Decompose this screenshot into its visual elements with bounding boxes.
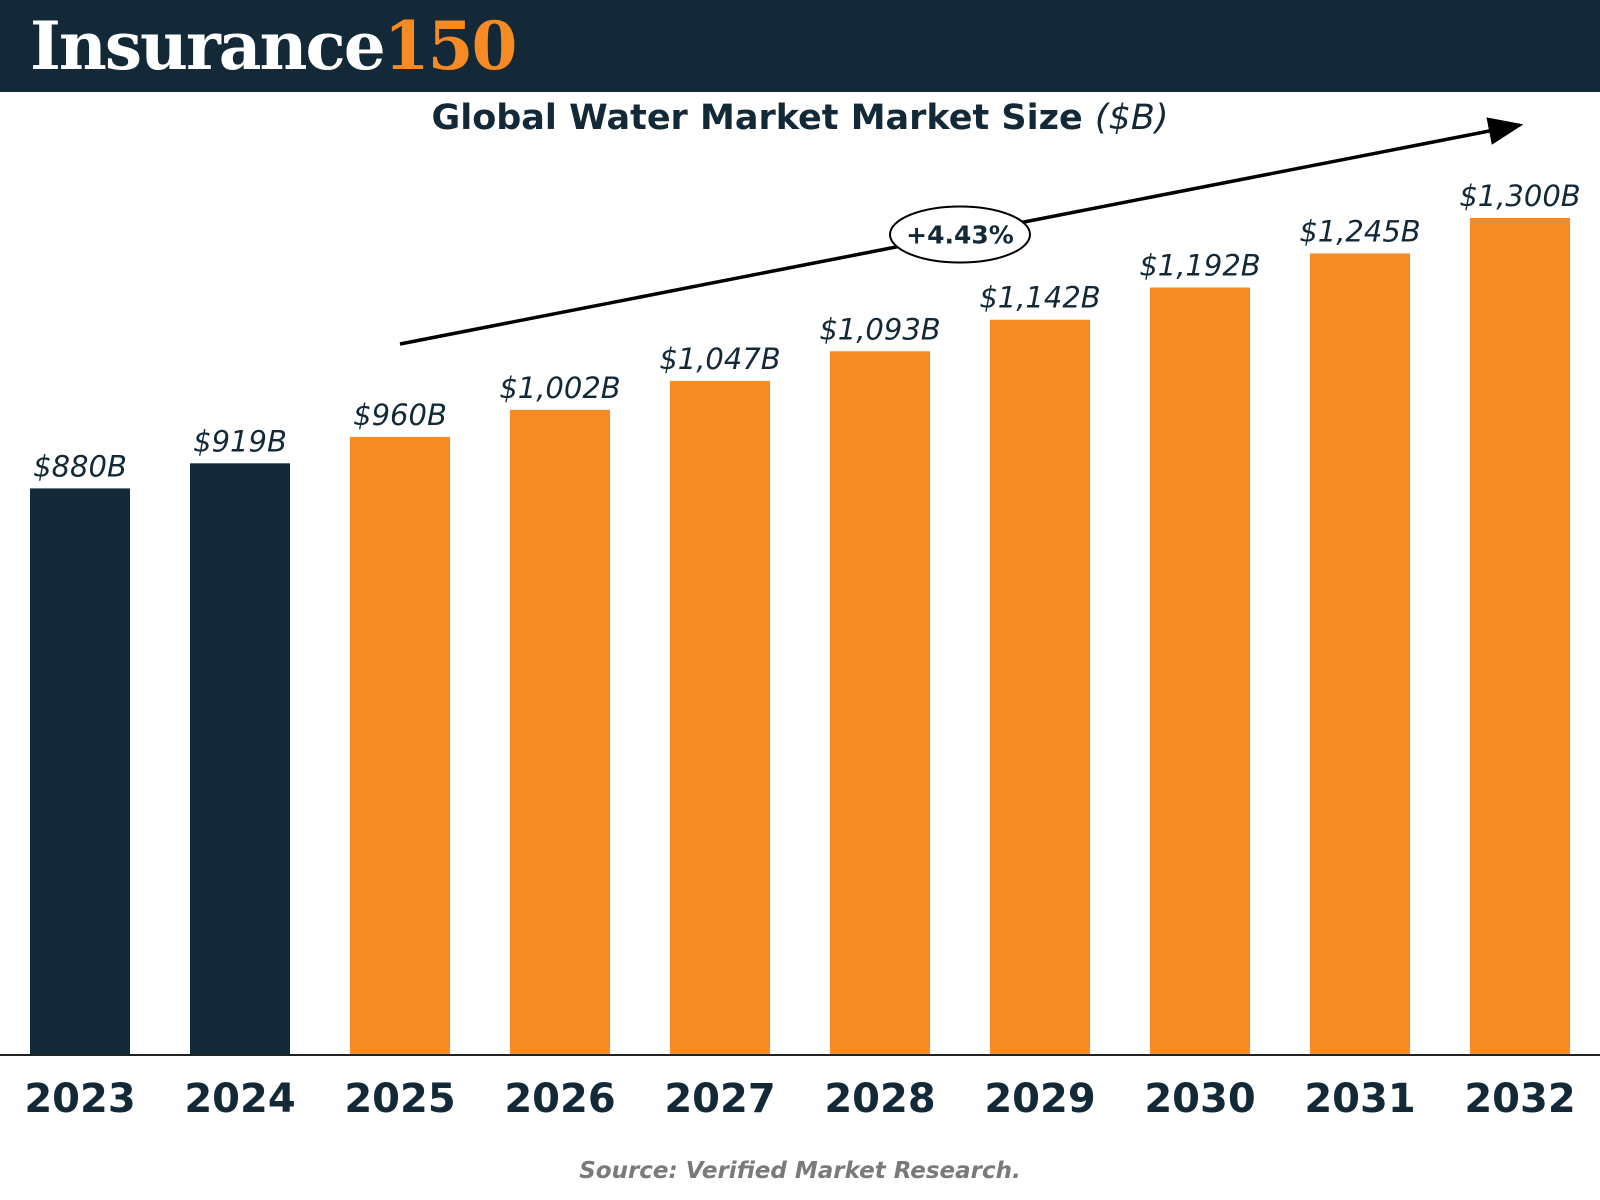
trend-annotation: +4.43%	[399, 117, 1524, 346]
value-label-2026: $1,002B	[499, 371, 620, 405]
chart-title: Global Water Market Market Size ($B)	[0, 98, 1600, 138]
category-label-2024: 2024	[184, 1076, 295, 1122]
bar-2031	[1310, 253, 1410, 1055]
header-bar: Insurance150	[0, 0, 1600, 92]
value-label-2032: $1,300B	[1459, 179, 1580, 213]
value-label-2028: $1,093B	[819, 312, 940, 346]
category-label-2026: 2026	[504, 1076, 615, 1122]
source-note: Source: Verified Market Research.	[579, 1158, 1021, 1184]
category-label-2030: 2030	[1144, 1076, 1255, 1122]
value-label-2024: $919B	[193, 424, 287, 458]
category-label-2029: 2029	[984, 1076, 1095, 1122]
bar-2030	[1150, 287, 1250, 1055]
bar-2026	[510, 409, 610, 1055]
bar-2025	[350, 436, 450, 1055]
brand-logo: Insurance150	[30, 6, 518, 86]
bar-2029	[990, 319, 1090, 1056]
bar-2028	[830, 351, 930, 1056]
bar-2024	[190, 463, 290, 1055]
logo-word: Insurance	[30, 7, 386, 85]
bar-2023	[30, 488, 130, 1055]
bar-2032	[1470, 218, 1570, 1055]
category-label-2028: 2028	[824, 1076, 935, 1122]
value-label-2029: $1,142B	[979, 281, 1100, 315]
value-label-2030: $1,192B	[1139, 249, 1260, 283]
category-label-2025: 2025	[344, 1076, 455, 1122]
value-label-2027: $1,047B	[659, 342, 780, 376]
chart-title-unit: ($B)	[1094, 98, 1169, 138]
growth-rate-label: +4.43%	[906, 221, 1014, 250]
chart-title-text: Global Water Market Market Size	[431, 98, 1083, 138]
bar-2027	[670, 380, 770, 1055]
value-label-2023: $880B	[33, 449, 127, 483]
category-label-2027: 2027	[664, 1076, 775, 1122]
category-label-2032: 2032	[1464, 1076, 1575, 1122]
category-label-2023: 2023	[24, 1076, 135, 1122]
value-label-2025: $960B	[353, 398, 447, 432]
value-label-2031: $1,245B	[1299, 214, 1420, 248]
category-label-2031: 2031	[1304, 1076, 1415, 1122]
growth-rate-badge	[889, 205, 1031, 264]
logo-number: 150	[383, 7, 518, 85]
